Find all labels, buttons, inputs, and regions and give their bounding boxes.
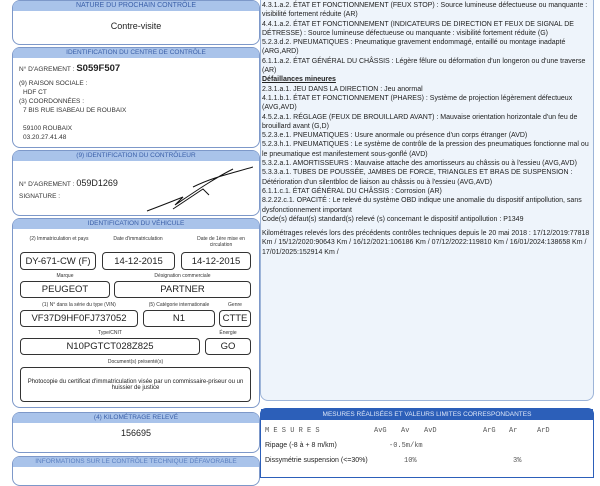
centre-section: IDENTIFICATION DU CENTRE DE CONTRÔLE N° … bbox=[12, 47, 260, 148]
vehicule-section: IDENTIFICATION DU VÉHICULE (2) Immatricu… bbox=[12, 218, 260, 408]
agrement-row: N° D'AGREMENT : S059F507 bbox=[19, 63, 120, 74]
defects-panel bbox=[260, 0, 594, 401]
mesures-col-header: AvG bbox=[374, 427, 387, 435]
address: 7 BIS RUE ISABEAU DE ROUBAIX bbox=[23, 107, 127, 114]
controleur-section: (9) IDENTIFICATION DU CONTRÔLEUR N° D'AG… bbox=[12, 150, 260, 216]
defavorable-section: INFORMATIONS SUR LE CONTRÔLE TECHNIQUE D… bbox=[12, 456, 260, 486]
categorie-label: (5) Catégorie internationale bbox=[148, 302, 210, 308]
docs-field: Photocopie du certificat d'immatriculati… bbox=[20, 367, 251, 402]
km-value: 156695 bbox=[120, 428, 152, 438]
agrement-label: N° D'AGREMENT : bbox=[19, 66, 75, 73]
signature-image bbox=[146, 166, 253, 212]
section-header: IDENTIFICATION DU CENTRE DE CONTRÔLE bbox=[13, 48, 259, 58]
agrement-value: S059F507 bbox=[76, 63, 121, 74]
categorie-field: N1 bbox=[143, 310, 215, 327]
vin-label: (1) N° dans la série du type (VIN) bbox=[42, 302, 116, 308]
designation-field: PARTNER bbox=[114, 281, 251, 298]
immat-field: DY-671-CW (F) bbox=[20, 252, 96, 270]
mesure-av-value: -0.5m/km bbox=[389, 442, 423, 450]
marque-label: Marque bbox=[56, 273, 74, 279]
agrement-label: N° D'AGREMENT : bbox=[19, 181, 75, 188]
section-header: (9) IDENTIFICATION DU CONTRÔLEUR bbox=[13, 151, 259, 161]
defect-line: 5.2.3.d.2. PNEUMATIQUES : Pneumatique gr… bbox=[262, 39, 566, 56]
defect-line: 2.3.1.a.1. JEU DANS LA DIRECTION : Jeu a… bbox=[262, 85, 423, 93]
mesures-col-header: AvD bbox=[424, 427, 437, 435]
date-immat-label: Date d'immatriculation bbox=[113, 236, 163, 242]
controleur-agrement-row: N° D'AGREMENT : 059D1269 bbox=[19, 178, 118, 188]
mesures-header: MESURES RÉALISÉES ET VALEURS LIMITES COR… bbox=[261, 409, 593, 420]
defect-line: 4.1.1.b.1. ÉTAT ET FONCTIONNEMENT (PHARE… bbox=[262, 94, 573, 112]
designation-label: Désignation commerciale bbox=[154, 273, 211, 279]
km-history: Kilométrages relevés lors des précédents… bbox=[262, 230, 590, 256]
minor-title: Défaillances mineures bbox=[262, 76, 336, 84]
phone: 03.20.27.41.48 bbox=[23, 134, 67, 141]
defect-line: 5.3.3.a.1. TUBES DE POUSSÉE, JAMBES DE F… bbox=[262, 169, 573, 186]
defect-line: 4.4.1.a.2. ÉTAT ET FONCTIONNEMENT (INDIC… bbox=[262, 20, 574, 37]
mesures-col-header: Av bbox=[401, 427, 410, 435]
date-mec-label: Date de 1ère mise en circulation bbox=[197, 236, 245, 248]
docs-label: Document(s) présenté(s) bbox=[107, 359, 164, 365]
genre-field: CTTE bbox=[219, 310, 251, 327]
defect-line: 4.3.1.a.2. ÉTAT ET FONCTIONNEMENT (FEUX … bbox=[262, 2, 588, 19]
section-header: IDENTIFICATION DU VÉHICULE bbox=[13, 219, 259, 229]
mesure-av-value: 10% bbox=[404, 457, 417, 465]
energie-field: GO bbox=[205, 338, 251, 355]
raison-label: (9) RAISON SOCIALE : bbox=[19, 80, 88, 87]
next-control-section: NATURE DU PROCHAIN CONTRÔLE Contre-visit… bbox=[12, 0, 260, 45]
defect-line: 6.1.1.c.1. ÉTAT GÉNÉRAL DU CHÂSSIS : Cor… bbox=[262, 187, 442, 195]
mesure-ar-value: 3% bbox=[513, 457, 522, 465]
marque-field: PEUGEOT bbox=[20, 281, 110, 298]
mesure-label: Dissymétrie suspension (<=30%) bbox=[265, 457, 368, 464]
defect-line: 5.2.3.h.1. PNEUMATIQUES : Le système de … bbox=[262, 141, 589, 158]
defect-line: 5.3.2.a.1. AMORTISSEURS : Mauvaise attac… bbox=[262, 160, 577, 168]
coord-label: (3) COORDONNÉES : bbox=[19, 98, 85, 105]
raison-value: HDF CT bbox=[23, 89, 47, 96]
defect-line: 5.2.3.e.1. PNEUMATIQUES : Usure anormale… bbox=[262, 132, 528, 140]
type-field: N10PGTCT028Z825 bbox=[20, 338, 200, 355]
mesures-col-header: ArD bbox=[537, 427, 550, 435]
next-control-value: Contre-visite bbox=[110, 21, 162, 31]
mesures-col-header: ArG bbox=[483, 427, 496, 435]
defect-line: 6.1.1.a.2. ÉTAT GÉNÉRAL DU CHÂSSIS : Lég… bbox=[262, 57, 586, 75]
date-immat-field: 14-12-2015 bbox=[102, 252, 175, 270]
mesure-label: Ripage (-8 à + 8 m/km) bbox=[265, 442, 337, 449]
mesures-col-header: Ar bbox=[509, 427, 518, 435]
date-mec-field: 14-12-2015 bbox=[181, 252, 251, 270]
mesures-col-header: M E S U R E S bbox=[265, 427, 320, 435]
type-label: Type/CNIT bbox=[98, 330, 122, 336]
defects-text: 4.3.1.a.2. ÉTAT ET FONCTIONNEMENT (FEUX … bbox=[262, 1, 594, 257]
immat-label: (2) Immatriculation et pays bbox=[29, 236, 89, 242]
agrement-value: 059D1269 bbox=[76, 178, 118, 188]
defect-line: 4.5.2.a.1. RÉGLAGE (FEUX DE BROUILLARD A… bbox=[262, 113, 578, 130]
section-header: NATURE DU PROCHAIN CONTRÔLE bbox=[13, 1, 259, 11]
genre-label: Genre bbox=[228, 302, 242, 308]
km-section: (4) KILOMÉTRAGE RELEVÉ 156695 bbox=[12, 412, 260, 453]
energie-label: Énergie bbox=[219, 330, 237, 336]
defect-line: Code(s) défaut(s) standard(s) relevé (s)… bbox=[262, 215, 524, 223]
signature-label: SIGNATURE : bbox=[19, 193, 61, 200]
vin-field: VF37D9HF0FJ737052 bbox=[20, 310, 138, 327]
section-header: INFORMATIONS SUR LE CONTRÔLE TECHNIQUE D… bbox=[13, 457, 259, 467]
mesures-section: MESURES RÉALISÉES ET VALEURS LIMITES COR… bbox=[260, 408, 594, 478]
defect-line: 8.2.22.c.1. OPACITÉ : Le relevé du systè… bbox=[262, 197, 582, 214]
city: 59100 ROUBAIX bbox=[23, 125, 73, 132]
section-header: (4) KILOMÉTRAGE RELEVÉ bbox=[13, 413, 259, 423]
